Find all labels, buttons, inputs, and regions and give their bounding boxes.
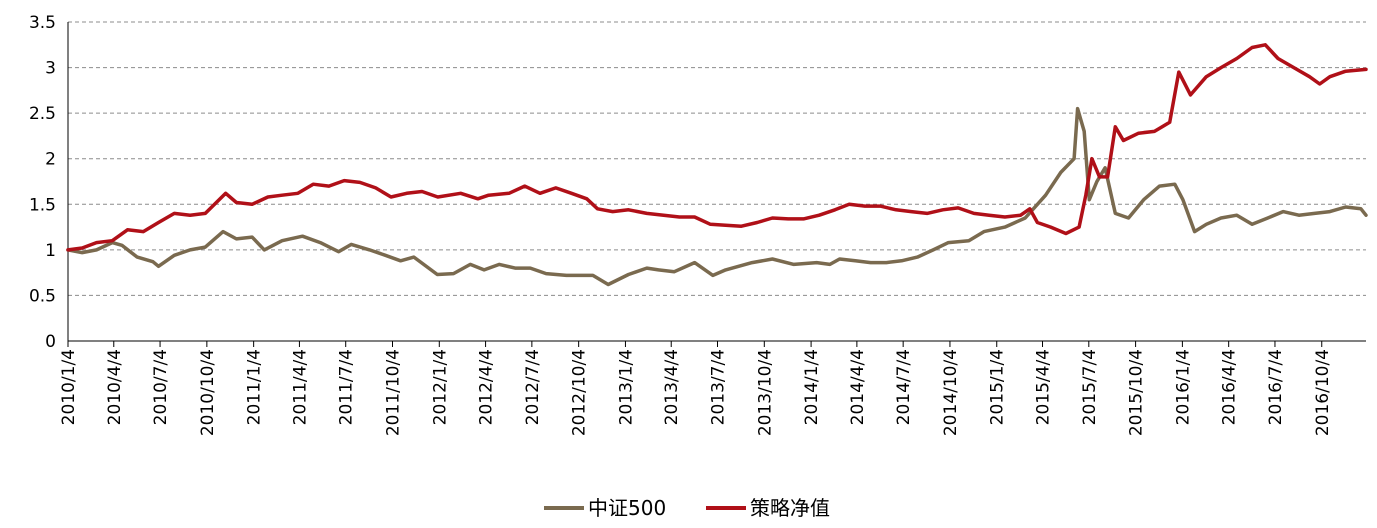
y-tick-label: 2: [45, 150, 56, 170]
x-tick-label: 2012/4/4: [477, 349, 497, 425]
y-tick-label: 3: [45, 59, 56, 79]
gridlines: [68, 21, 1366, 296]
series-lines: [66, 43, 1368, 287]
x-tick-label: 2010/4/4: [105, 349, 125, 425]
series-line-strategy: [66, 43, 1368, 252]
x-tick-label: 2014/1/4: [802, 349, 822, 425]
x-tick-label: 2016/4/4: [1220, 349, 1240, 425]
x-tick-label: 2015/7/4: [1080, 349, 1100, 425]
x-tick-label: 2010/10/4: [198, 349, 218, 436]
x-tick-label: 2015/1/4: [988, 349, 1008, 425]
x-tick-label: 2013/1/4: [616, 349, 636, 425]
x-tick-label: 2012/10/4: [570, 349, 590, 436]
x-tick-label: 2015/4/4: [1034, 349, 1054, 425]
x-tick-label: 2012/1/4: [430, 349, 450, 425]
x-tick-label: 2016/10/4: [1313, 349, 1333, 436]
y-tick-label: 2.5: [29, 104, 56, 124]
x-tick-label: 2014/4/4: [848, 349, 868, 425]
y-tick-label: 3.5: [29, 13, 56, 33]
legend-label-strategy: 策略净值: [750, 496, 830, 520]
x-tick-label: 2014/10/4: [941, 349, 961, 436]
y-tick-label: 1.5: [29, 195, 56, 215]
x-tick-label: 2012/7/4: [523, 349, 543, 425]
x-axis: 2010/1/4 2010/4/4 2010/7/4 2010/10/4 2011/1/…: [59, 340, 1366, 436]
x-tick-label: 2016/1/4: [1173, 349, 1193, 425]
y-tick-label: 0: [45, 332, 56, 352]
x-tick-label: 2015/10/4: [1127, 349, 1147, 436]
legend-label-csi500: 中证500: [588, 496, 666, 520]
legend: 中证500 策略净值: [544, 496, 830, 520]
y-tick-label: 0.5: [29, 286, 56, 306]
x-tick-label: 2013/10/4: [755, 349, 775, 436]
y-axis: 0 0.5 1 1.5 2 2.5 3 3.5: [29, 13, 69, 352]
x-tick-label: 2011/4/4: [290, 349, 310, 425]
x-tick-label: 2013/7/4: [709, 349, 729, 425]
x-tick-label: 2013/4/4: [662, 349, 682, 425]
x-tick-label: 2011/7/4: [337, 349, 357, 425]
x-tick-label: 2016/7/4: [1266, 349, 1286, 425]
series-line-csi500: [66, 106, 1368, 287]
x-tick-label: 2010/1/4: [59, 349, 79, 425]
x-tick-label: 2010/7/4: [151, 349, 171, 425]
x-tick-label: 2014/7/4: [894, 349, 914, 425]
x-tick-label: 2011/1/4: [245, 349, 265, 425]
y-tick-label: 1: [45, 241, 56, 261]
x-tick-label: 2011/10/4: [384, 349, 404, 436]
